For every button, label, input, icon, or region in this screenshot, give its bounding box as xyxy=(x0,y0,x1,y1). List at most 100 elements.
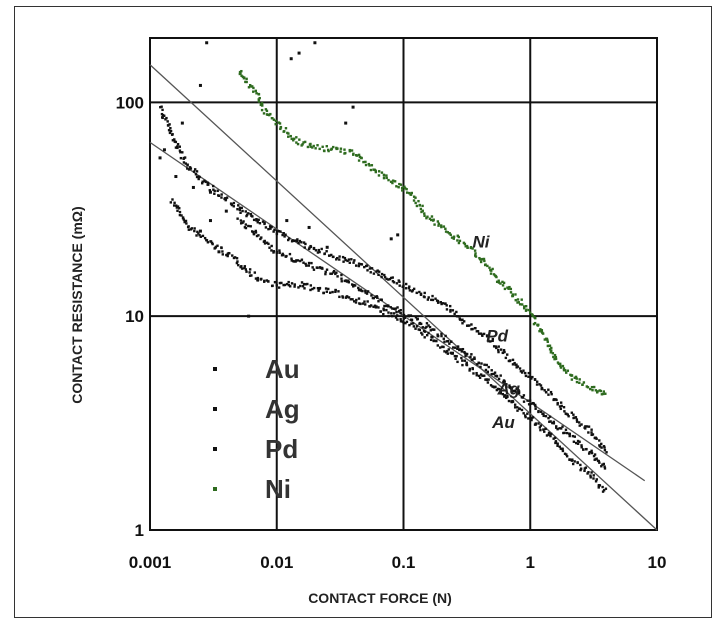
data-point xyxy=(497,387,501,391)
data-point xyxy=(338,255,341,258)
data-point xyxy=(486,381,490,384)
data-point xyxy=(396,233,400,237)
data-point xyxy=(176,205,180,208)
data-point xyxy=(368,164,371,167)
data-point xyxy=(168,131,172,135)
data-point xyxy=(441,302,445,305)
data-point xyxy=(582,381,586,384)
data-point xyxy=(444,227,447,231)
data-point xyxy=(461,363,464,367)
data-point xyxy=(404,287,408,290)
data-point xyxy=(239,211,242,214)
data-point xyxy=(473,356,476,359)
data-point xyxy=(473,249,477,252)
data-point xyxy=(425,333,429,337)
data-point xyxy=(568,432,571,435)
data-point xyxy=(348,261,351,264)
data-point xyxy=(421,333,424,336)
data-point xyxy=(574,375,578,379)
data-point xyxy=(563,431,566,435)
data-point xyxy=(357,297,361,300)
data-point xyxy=(600,393,604,396)
data-point xyxy=(434,297,437,300)
data-point xyxy=(354,264,358,267)
data-point xyxy=(475,374,478,377)
data-point xyxy=(448,304,452,308)
data-point xyxy=(419,322,423,326)
data-point xyxy=(303,287,306,290)
data-point xyxy=(394,316,398,319)
data-point xyxy=(290,282,294,285)
data-point xyxy=(236,207,239,211)
data-point xyxy=(290,137,293,141)
data-point xyxy=(421,209,424,212)
data-point xyxy=(245,80,248,84)
data-point xyxy=(570,411,574,414)
data-point xyxy=(550,346,553,350)
data-point xyxy=(235,257,239,260)
data-point xyxy=(395,282,399,285)
data-point xyxy=(201,182,204,185)
data-point xyxy=(423,295,426,299)
data-point xyxy=(562,431,565,435)
data-point xyxy=(548,420,551,423)
data-point xyxy=(207,183,210,186)
data-point xyxy=(195,170,199,173)
data-point xyxy=(497,279,500,282)
figure-frame xyxy=(14,6,712,618)
data-point xyxy=(580,444,583,447)
data-point xyxy=(260,108,264,112)
data-point xyxy=(556,428,559,431)
data-point xyxy=(330,148,333,151)
data-point xyxy=(345,295,349,298)
data-point xyxy=(527,308,531,312)
data-point xyxy=(518,303,522,306)
data-point xyxy=(472,372,475,375)
data-point xyxy=(410,322,413,325)
data-point xyxy=(372,305,375,309)
data-point xyxy=(392,307,396,310)
data-point xyxy=(558,427,561,430)
data-point xyxy=(352,153,355,156)
data-point xyxy=(494,345,498,348)
data-point xyxy=(312,268,316,271)
data-point xyxy=(403,316,407,320)
data-point xyxy=(458,348,461,352)
data-point xyxy=(187,168,191,171)
data-point xyxy=(578,378,581,381)
data-point xyxy=(593,453,597,456)
data-point xyxy=(420,210,423,214)
data-point xyxy=(509,386,512,389)
data-point xyxy=(502,281,506,285)
data-point xyxy=(531,375,534,379)
data-point xyxy=(307,247,311,251)
data-point xyxy=(211,184,215,188)
data-point xyxy=(228,252,231,255)
data-point xyxy=(476,363,479,366)
data-point xyxy=(554,355,558,359)
legend: Au Ag Pd Ni xyxy=(213,354,300,504)
data-point xyxy=(287,135,290,138)
data-point xyxy=(318,286,322,290)
data-point xyxy=(340,280,343,283)
data-point xyxy=(239,265,242,269)
data-point xyxy=(399,183,403,186)
data-point xyxy=(566,369,570,372)
data-point xyxy=(575,377,578,380)
data-point xyxy=(543,430,546,433)
data-point xyxy=(183,220,186,224)
data-point xyxy=(220,193,223,196)
x-axis-label: CONTACT FORCE (N) xyxy=(308,590,452,606)
data-point xyxy=(387,314,390,318)
data-point xyxy=(263,280,266,283)
data-point xyxy=(173,201,176,205)
data-point xyxy=(488,266,491,269)
data-point xyxy=(271,284,274,287)
data-point xyxy=(328,291,332,294)
data-point xyxy=(494,374,497,377)
data-point xyxy=(484,368,488,372)
data-point xyxy=(581,383,584,386)
data-point xyxy=(469,355,472,359)
data-point xyxy=(366,300,369,303)
data-point xyxy=(252,218,256,222)
